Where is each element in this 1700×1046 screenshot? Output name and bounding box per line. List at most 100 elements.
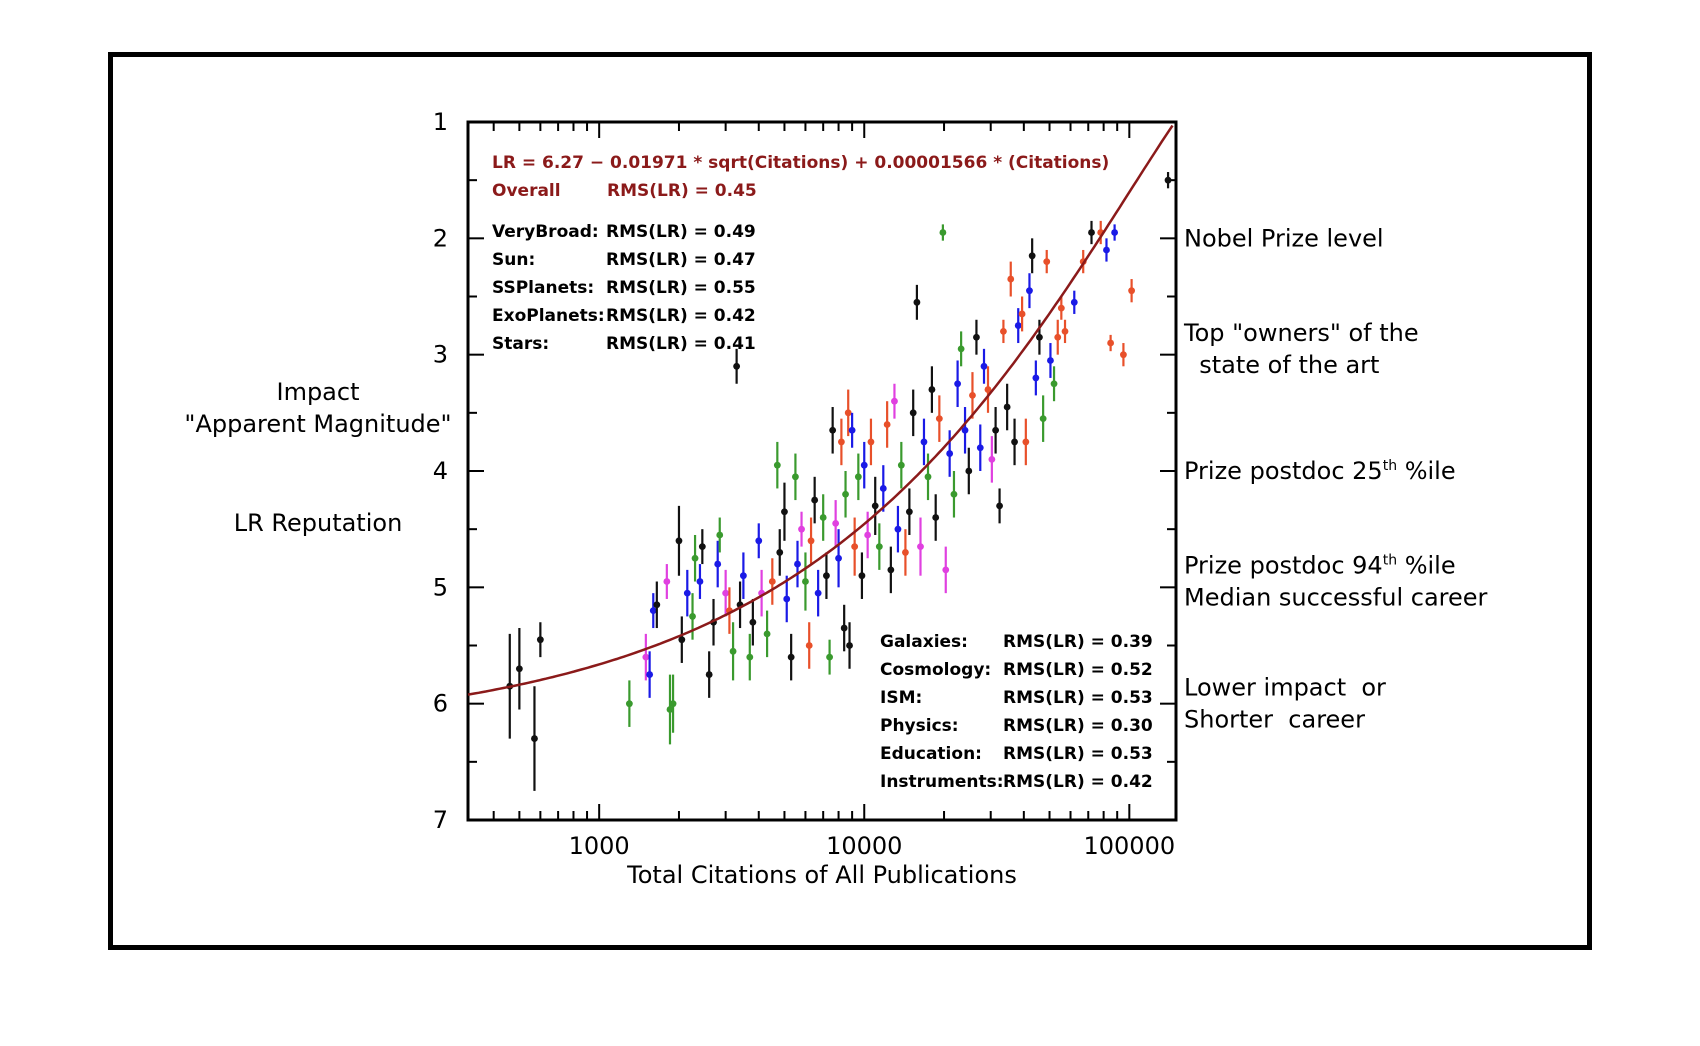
y-tick-label: 6 (433, 690, 448, 718)
point-marker (675, 537, 683, 545)
data-point (1088, 220, 1095, 245)
point-marker (891, 397, 898, 405)
point-marker (787, 653, 795, 661)
point-marker (1036, 333, 1043, 341)
point-marker (913, 298, 921, 306)
data-point (663, 564, 671, 599)
legend-top-name: SSPlanets: (492, 278, 594, 298)
annotation-line: Median successful career (1184, 584, 1488, 612)
data-point (858, 552, 866, 599)
point-marker (691, 554, 699, 562)
point-marker (783, 595, 791, 603)
point-marker (716, 531, 724, 539)
y-tick-label: 1 (433, 108, 448, 136)
data-point (920, 418, 928, 466)
point-marker (842, 490, 849, 498)
data-point (666, 674, 674, 745)
data-point (1128, 279, 1136, 303)
data-point (689, 593, 696, 640)
y-axis-title: Impact "Apparent Magnitude" LR Reputation (184, 378, 451, 537)
point-marker (763, 630, 771, 638)
legend-bottom-rms: RMS(LR) = 0.42 (1003, 772, 1153, 792)
data-point (675, 505, 683, 576)
data-point (980, 348, 988, 384)
point-marker (887, 566, 895, 574)
data-point (802, 552, 809, 611)
data-point (783, 575, 791, 623)
point-marker (832, 519, 840, 527)
point-marker (1032, 374, 1040, 382)
y-tick-label: 3 (433, 341, 448, 369)
data-point (1057, 296, 1065, 320)
point-marker (1070, 298, 1078, 306)
data-point (840, 604, 848, 652)
point-marker (848, 426, 856, 434)
point-marker (928, 386, 936, 393)
legend-top-rms: RMS(LR) = 0.42 (606, 306, 756, 326)
point-marker (1039, 415, 1047, 423)
data-point (961, 407, 969, 454)
point-marker (705, 671, 713, 678)
data-point (749, 598, 757, 646)
data-point (642, 633, 650, 681)
data-point (755, 523, 763, 559)
point-marker (980, 362, 988, 370)
point-marker (871, 502, 879, 510)
point-marker (696, 578, 704, 585)
point-marker (802, 578, 809, 585)
data-point (781, 482, 788, 541)
x-tick-label: 10000 (826, 832, 902, 860)
point-marker (768, 578, 776, 585)
legend-bottom-name: Education: (880, 744, 982, 764)
legend-top-name: Stars: (492, 334, 549, 354)
point-marker (1054, 333, 1062, 341)
data-point (1018, 296, 1026, 332)
legend-top-rms: RMS(LR) = 0.47 (606, 250, 756, 270)
data-point (1036, 319, 1043, 355)
data-point (814, 569, 822, 617)
data-point (897, 441, 905, 489)
point-marker (819, 514, 827, 521)
x-tick-label: 100000 (1084, 832, 1176, 860)
point-marker (663, 578, 671, 585)
point-marker (846, 642, 853, 649)
data-point (917, 517, 924, 576)
data-point (515, 628, 523, 710)
annotation-line: Prize postdoc 25th %ile (1184, 457, 1456, 485)
data-point (1028, 238, 1036, 274)
legend-bottom-name: Galaxies: (880, 632, 968, 652)
data-point (1000, 319, 1007, 344)
point-marker (961, 426, 969, 434)
legend-bottom-name: Physics: (880, 716, 959, 736)
point-marker (1050, 380, 1058, 388)
data-point (722, 569, 730, 617)
data-point (867, 418, 875, 466)
legend-bottom-rms: RMS(LR) = 0.53 (1003, 688, 1153, 708)
point-marker (909, 409, 917, 417)
point-marker (746, 653, 754, 661)
data-point (531, 686, 538, 791)
data-point (891, 383, 898, 419)
point-marker (698, 543, 706, 551)
data-point (957, 331, 965, 367)
data-point (739, 552, 747, 599)
data-point (776, 529, 784, 576)
point-marker (1103, 246, 1110, 254)
point-marker (851, 543, 859, 551)
point-marker (946, 450, 954, 457)
point-marker (939, 229, 947, 236)
data-point (1061, 319, 1069, 344)
data-point (536, 622, 544, 658)
point-marker (714, 560, 722, 568)
point-marker (840, 624, 848, 632)
point-marker (905, 508, 913, 516)
point-marker (1057, 304, 1065, 312)
data-point (746, 633, 754, 681)
point-marker (1011, 438, 1018, 446)
data-point (733, 348, 741, 384)
point-marker (776, 549, 784, 556)
point-marker (1088, 229, 1095, 236)
annotation-line: Lower impact or (1184, 674, 1386, 702)
point-marker (973, 333, 980, 341)
point-marker (996, 502, 1003, 510)
